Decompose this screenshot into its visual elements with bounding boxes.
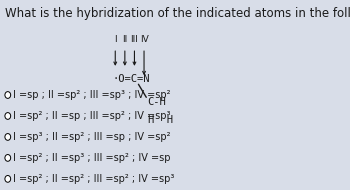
Circle shape bbox=[5, 134, 10, 140]
Circle shape bbox=[5, 92, 10, 98]
Text: I =sp² ; II =sp ; III =sp² ; IV =sp³: I =sp² ; II =sp ; III =sp² ; IV =sp³ bbox=[13, 111, 171, 121]
Text: III: III bbox=[131, 36, 138, 44]
Text: I =sp² ; II =sp³ ; III =sp² ; IV =sp: I =sp² ; II =sp³ ; III =sp² ; IV =sp bbox=[13, 153, 171, 163]
Circle shape bbox=[5, 154, 10, 161]
Circle shape bbox=[5, 113, 10, 119]
Text: I =sp³ ; II =sp² ; III =sp ; IV =sp²: I =sp³ ; II =sp² ; III =sp ; IV =sp² bbox=[13, 132, 171, 142]
Text: I: I bbox=[114, 36, 117, 44]
Text: II: II bbox=[122, 36, 127, 44]
Text: I =sp ; II =sp² ; III =sp³ ; IV =sp²: I =sp ; II =sp² ; III =sp³ ; IV =sp² bbox=[13, 90, 171, 100]
Text: What is the hybridization of the indicated atoms in the following compound?: What is the hybridization of the indicat… bbox=[5, 7, 350, 20]
Text: H  H: H H bbox=[148, 115, 173, 125]
Text: IV: IV bbox=[140, 36, 148, 44]
Circle shape bbox=[5, 176, 10, 182]
Text: ·O=C=N: ·O=C=N bbox=[113, 74, 150, 84]
Text: C-H: C-H bbox=[148, 97, 167, 107]
Text: I =sp² ; II =sp² ; III =sp² ; IV =sp³: I =sp² ; II =sp² ; III =sp² ; IV =sp³ bbox=[13, 174, 175, 184]
